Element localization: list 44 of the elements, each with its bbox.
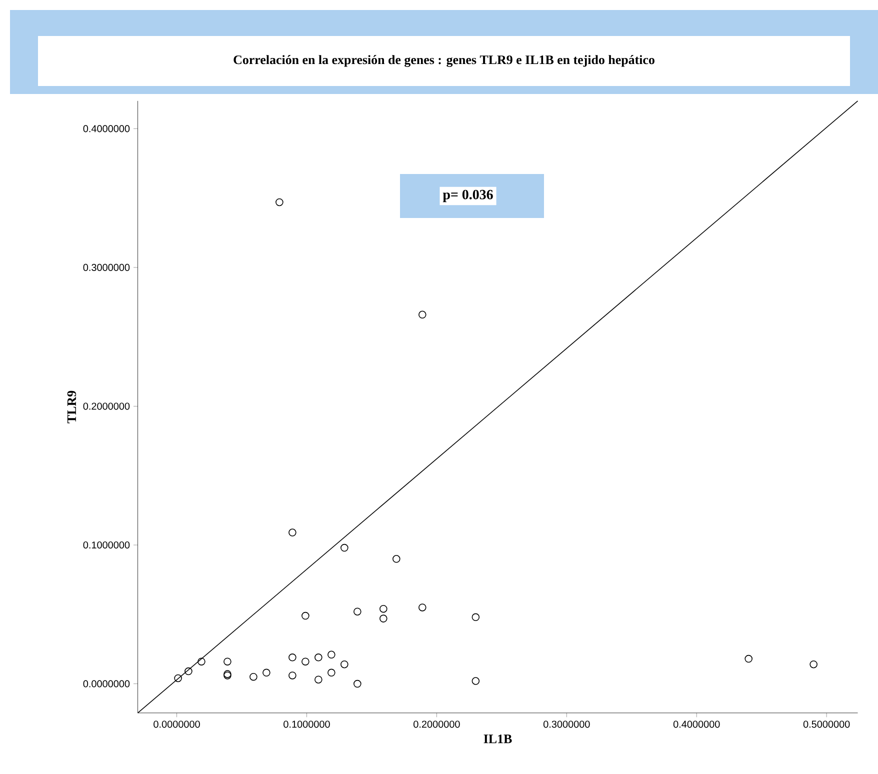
point <box>418 604 426 612</box>
point <box>250 672 258 681</box>
x-tick-label: 0.0000000 <box>154 720 200 728</box>
x-tick-label: 0.2000000 <box>414 720 460 728</box>
point <box>418 310 426 319</box>
y-axis-title: TLR9 <box>67 390 76 424</box>
point <box>354 608 362 616</box>
point <box>744 654 752 663</box>
point <box>302 612 310 620</box>
point <box>262 668 270 677</box>
x-tick-label: 0.5000000 <box>803 720 850 728</box>
point <box>380 604 388 613</box>
y-tick-label: 0.0000000 <box>83 680 130 688</box>
point <box>392 554 400 563</box>
point <box>288 672 296 680</box>
point <box>288 528 296 536</box>
point <box>354 680 362 688</box>
point <box>810 660 818 668</box>
point <box>288 654 296 662</box>
chart-title: Correlación en la expresión de genes : genes TLR9 e IL1B en tejido hepático <box>234 55 654 67</box>
point <box>328 668 336 677</box>
y-tick-label: 0.4000000 <box>83 125 130 132</box>
point <box>328 650 336 659</box>
x-axis-title: IL1B <box>484 734 512 744</box>
point <box>198 658 206 666</box>
point <box>472 613 480 622</box>
x-tick-label: 0.1000000 <box>284 720 330 728</box>
point <box>276 198 284 206</box>
point <box>314 676 322 684</box>
point <box>224 658 232 666</box>
x-tick-label: 0.3000000 <box>543 720 590 728</box>
x-tick-label: 0.4000000 <box>673 720 720 728</box>
point <box>380 614 388 622</box>
point <box>184 667 192 676</box>
annotation: p= 0.036 <box>442 190 493 202</box>
point <box>314 654 322 662</box>
point <box>340 660 348 668</box>
y-tick-label: 0.3000000 <box>83 264 130 271</box>
point <box>340 544 348 552</box>
point <box>174 674 182 682</box>
point <box>472 677 480 685</box>
point <box>302 658 310 666</box>
y-tick-label: 0.1000000 <box>83 541 130 549</box>
y-tick-label: 0.2000000 <box>83 402 130 410</box>
